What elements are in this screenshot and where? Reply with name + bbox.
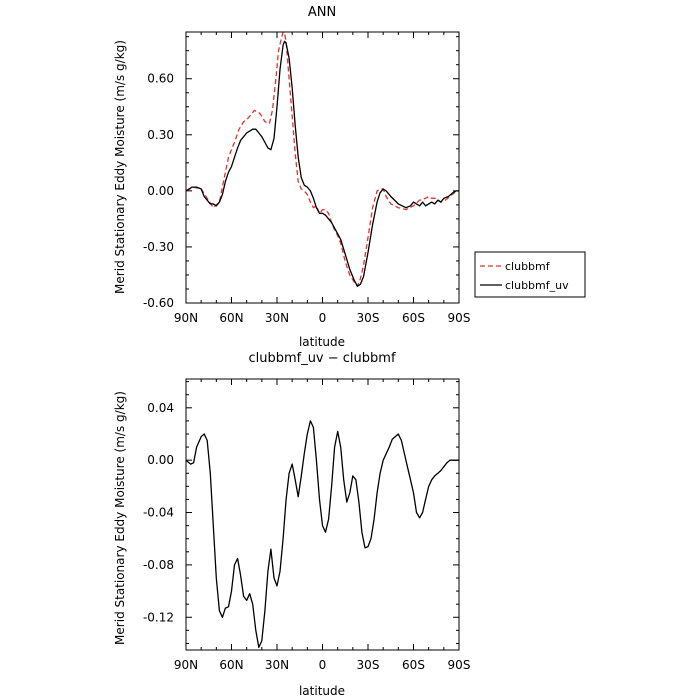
x-tick-label: 90N [174,658,198,672]
x-tick-label: 90N [174,311,198,325]
legend-label-clubbmf: clubbmf [505,260,551,273]
y-tick-label: -0.60 [143,296,174,310]
y-tick-label: 0.30 [147,128,174,142]
x-tick-label: 30N [265,311,289,325]
x-tick-label: 30S [357,311,380,325]
series-line-clubbmf [185,31,460,287]
y-tick-label: -0.04 [143,506,174,520]
chart-panel-bottom: clubbmf_uv − clubbmf latitude Merid Stat… [113,351,470,698]
legend-label-clubbmf-uv: clubbmf_uv [505,279,569,292]
x-tick-label: 60S [402,311,425,325]
chart-panel-top: ANN latitude Merid Stationary Eddy Moist… [113,5,586,349]
x-tick-label: 30S [357,658,380,672]
legend-box [474,251,586,298]
y-tick-label: -0.30 [143,240,174,254]
x-tick-label: 60S [402,658,425,672]
y-axis-label: Merid Stationary Eddy Moisture (m/s g/kg… [113,391,127,645]
x-tick-label: 0 [319,658,327,672]
chart-title: ANN [308,5,336,20]
y-tick-label: 0.60 [147,72,174,86]
x-axis-label: latitude [299,335,345,349]
x-tick-label: 30N [265,658,289,672]
y-tick-label: 0.00 [147,184,174,198]
y-tick-label: -0.08 [143,558,174,572]
plot-frame [185,31,460,304]
y-tick-label: 0.00 [147,453,174,467]
x-tick-label: 0 [319,311,327,325]
x-tick-label: 90S [448,311,471,325]
x-tick-label: 60N [219,658,243,672]
y-tick-label: -0.12 [143,610,174,624]
chart-title: clubbmf_uv − clubbmf [248,351,395,366]
series-line-clubbmf-uv [185,40,459,287]
plot-frame [185,378,460,651]
x-axis-label: latitude [299,684,345,698]
legend: clubbmf clubbmf_uv [474,251,586,298]
y-axis-label: Merid Stationary Eddy Moisture (m/s g/kg… [113,40,127,294]
x-tick-label: 90S [448,658,471,672]
y-tick-label: 0.04 [147,401,174,415]
x-tick-label: 60N [219,311,243,325]
series-line-difference [185,420,459,649]
